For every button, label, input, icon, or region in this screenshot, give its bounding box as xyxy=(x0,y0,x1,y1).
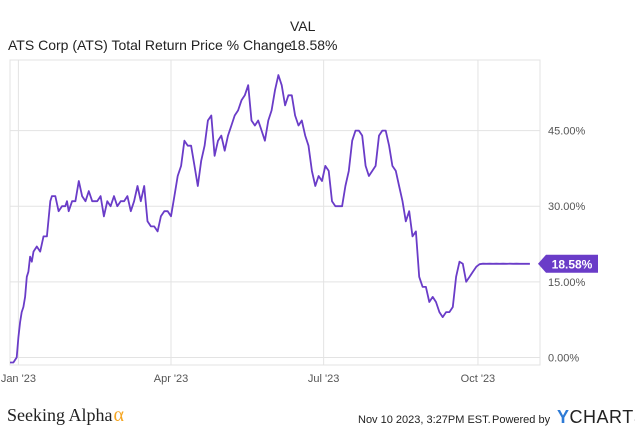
end-label-pointer xyxy=(538,254,598,273)
y-tick-label: 45.00% xyxy=(548,126,586,138)
end-label-text: 18.58% xyxy=(552,257,593,271)
x-tick-label: Oct '23 xyxy=(461,373,496,385)
y-tick-label: 15.00% xyxy=(548,277,586,289)
x-axis-ticks: Jan '23 Apr '23 Jul '23 Oct '23 xyxy=(1,373,495,385)
x-tick-label: Jul '23 xyxy=(308,373,339,385)
y-tick-label: 0.00% xyxy=(548,352,579,364)
plot-frame xyxy=(9,59,541,366)
x-tick-label: Apr '23 xyxy=(154,373,189,385)
y-axis-ticks: 0.00% 15.00% 30.00% 45.00% xyxy=(548,126,586,365)
seeking-alpha-logo: Seeking Alphaα xyxy=(7,404,124,427)
powered-by: Powered by xyxy=(492,414,551,426)
x-tick-label: Jan '23 xyxy=(1,373,36,385)
legend-series-row: ATS Corp (ATS) Total Return Price % Chan… xyxy=(8,37,337,53)
alpha-icon: α xyxy=(113,404,124,426)
grid xyxy=(9,59,541,366)
ycharts-logo: YCHARTS xyxy=(557,407,635,428)
y-tick-label: 30.00% xyxy=(548,201,586,213)
series-layer xyxy=(10,74,530,364)
ycharts-y-icon: Y xyxy=(557,407,570,427)
end-label-badge: 18.58% xyxy=(538,254,598,273)
legend-series-value: 18.58% xyxy=(290,37,338,53)
timestamp: Nov 10 2023, 3:27PM EST. xyxy=(358,414,491,426)
legend-series-label: ATS Corp (ATS) Total Return Price % Chan… xyxy=(8,37,292,53)
line-chart: Jan '23 Apr '23 Jul '23 Oct '23 0.00% 15.00%… xyxy=(1,59,598,385)
ycharts-wordmark: CHARTS xyxy=(569,407,635,427)
series-line xyxy=(10,74,530,364)
legend-header: VAL xyxy=(290,18,316,34)
brand-name: Seeking Alpha xyxy=(7,405,113,425)
